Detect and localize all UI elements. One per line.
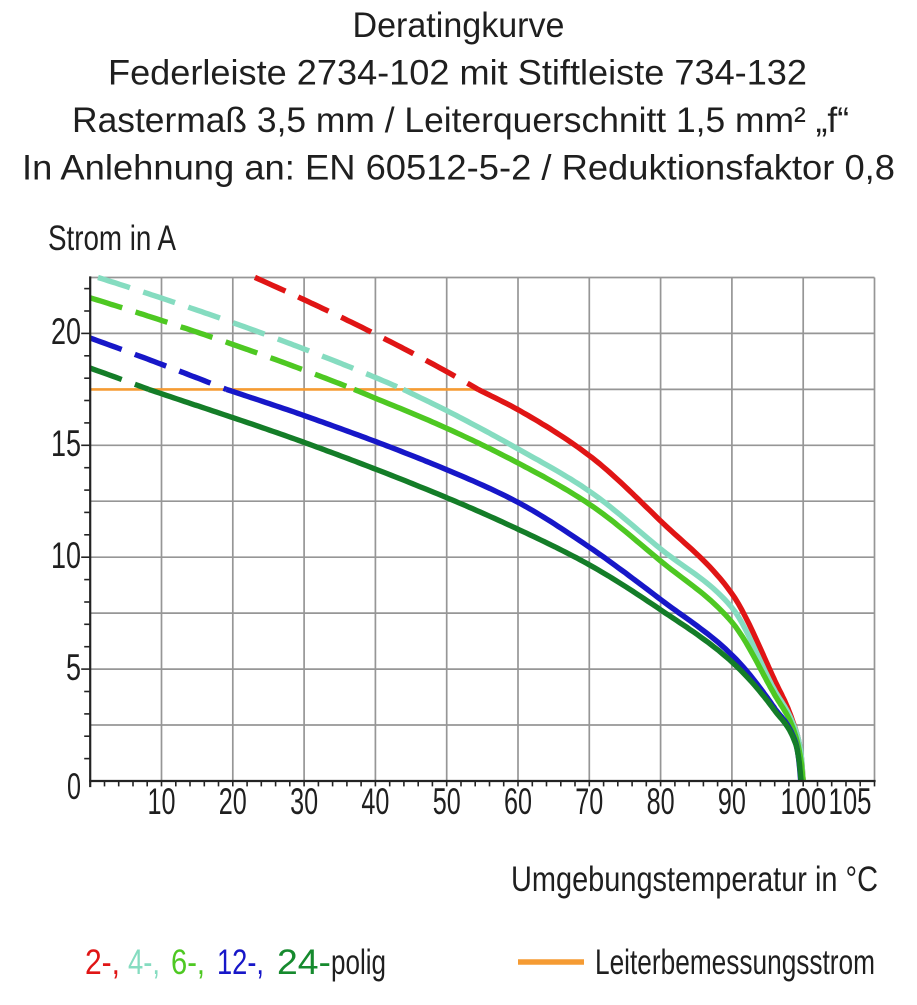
svg-text:Rastermaß 3,5 mm / Leiterquers: Rastermaß 3,5 mm / Leiterquerschnitt 1,5… <box>72 100 849 140</box>
svg-text:10: 10 <box>51 534 81 576</box>
svg-text:Leiterbemessungsstrom: Leiterbemessungsstrom <box>595 942 875 982</box>
svg-text:15: 15 <box>51 422 81 464</box>
svg-text:105: 105 <box>829 780 872 822</box>
svg-text:20: 20 <box>219 780 247 822</box>
svg-text:50: 50 <box>433 780 461 822</box>
svg-text:20: 20 <box>51 310 81 352</box>
svg-text:Umgebungstemperatur in °C: Umgebungstemperatur in °C <box>511 859 878 899</box>
svg-text:Deratingkurve: Deratingkurve <box>353 5 565 45</box>
svg-text:Strom in A: Strom in A <box>48 218 176 258</box>
svg-text:4-,: 4-, <box>128 942 160 982</box>
svg-text:0: 0 <box>67 765 81 807</box>
svg-text:polig: polig <box>331 942 386 982</box>
svg-text:80: 80 <box>647 780 675 822</box>
svg-text:Federleiste 2734-102 mit Stift: Federleiste 2734-102 mit Stiftleiste 734… <box>108 53 807 93</box>
svg-text:2-,: 2-, <box>85 942 120 982</box>
svg-text:70: 70 <box>575 780 603 822</box>
svg-text:5: 5 <box>66 646 81 688</box>
svg-text:60: 60 <box>504 780 532 822</box>
svg-text:90: 90 <box>718 780 746 822</box>
svg-text:6-,: 6-, <box>171 942 205 982</box>
svg-text:12-,: 12-, <box>217 942 264 982</box>
svg-text:24-: 24- <box>277 942 331 982</box>
svg-text:30: 30 <box>290 780 318 822</box>
svg-text:100: 100 <box>780 780 826 822</box>
svg-text:10: 10 <box>148 780 176 822</box>
svg-text:In Anlehnung an: EN 60512-5-2: In Anlehnung an: EN 60512-5-2 / Reduktio… <box>22 148 895 188</box>
svg-text:40: 40 <box>361 780 389 822</box>
